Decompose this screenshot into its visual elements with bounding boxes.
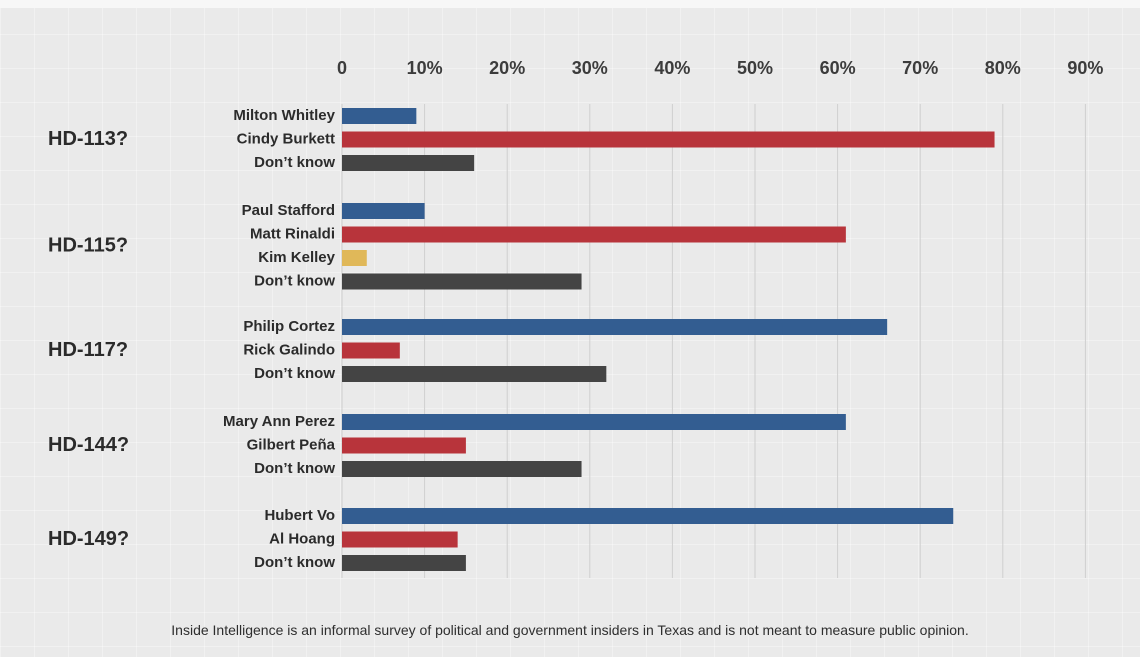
top-strip <box>0 0 1140 8</box>
bar <box>342 437 466 454</box>
bar-label: Rick Galindo <box>243 341 335 358</box>
bar-label: Matt Rinaldi <box>250 225 335 242</box>
x-tick-label: 60% <box>820 58 856 78</box>
bar <box>342 342 400 359</box>
bar <box>342 508 954 524</box>
bar-label: Don’t know <box>254 460 335 477</box>
bar-label: Al Hoang <box>269 530 335 547</box>
group-label: HD-115? <box>48 235 128 257</box>
x-tick-label: 70% <box>902 58 938 78</box>
bar-label: Don’t know <box>254 554 335 571</box>
bar-label: Don’t know <box>254 154 335 171</box>
group-label: HD-117? <box>48 339 128 361</box>
x-tick-label: 90% <box>1067 58 1103 78</box>
gridlines <box>341 104 1086 578</box>
bar-label: Don’t know <box>254 365 335 382</box>
bar-label: Don’t know <box>254 272 335 289</box>
footnote: Inside Intelligence is an informal surve… <box>171 622 969 638</box>
bar <box>342 131 995 148</box>
bar-label: Hubert Vo <box>264 507 335 524</box>
bar <box>342 108 417 124</box>
x-tick-label: 20% <box>489 58 525 78</box>
bar <box>342 531 458 548</box>
bar-labels: Milton Whitley Cindy Burkett Don’t know Pau… <box>223 107 336 571</box>
bar <box>342 250 367 266</box>
bar-label: Mary Ann Perez <box>223 413 335 430</box>
bar <box>342 155 475 171</box>
bar <box>342 226 846 243</box>
bar <box>342 319 888 335</box>
bar-label: Paul Stafford <box>242 202 335 219</box>
bar <box>342 366 607 382</box>
group-label: HD-149? <box>48 528 129 550</box>
bar <box>342 555 466 571</box>
bar <box>342 273 582 290</box>
group-labels: HD-113? HD-115? HD-117? HD-144? HD-149? <box>48 128 129 550</box>
bars <box>342 108 995 571</box>
group-label: HD-113? <box>48 128 128 150</box>
x-tick-label: 10% <box>407 58 443 78</box>
bar <box>342 461 582 477</box>
x-axis-tick-labels: 0 10% 20% 30% 40% 50% 60% 70% 80% 90% <box>337 58 1103 78</box>
bar-label: Cindy Burkett <box>237 130 335 147</box>
bar-label: Gilbert Peña <box>247 436 336 453</box>
group-label: HD-144? <box>48 434 129 456</box>
x-tick-label: 80% <box>985 58 1021 78</box>
x-tick-label: 40% <box>654 58 690 78</box>
bar <box>342 203 425 219</box>
bar-label: Philip Cortez <box>243 318 335 335</box>
x-tick-label: 0 <box>337 58 347 78</box>
bar-label: Kim Kelley <box>258 249 335 266</box>
bar <box>342 414 846 430</box>
x-tick-label: 50% <box>737 58 773 78</box>
x-tick-label: 30% <box>572 58 608 78</box>
bar-label: Milton Whitley <box>233 107 335 124</box>
